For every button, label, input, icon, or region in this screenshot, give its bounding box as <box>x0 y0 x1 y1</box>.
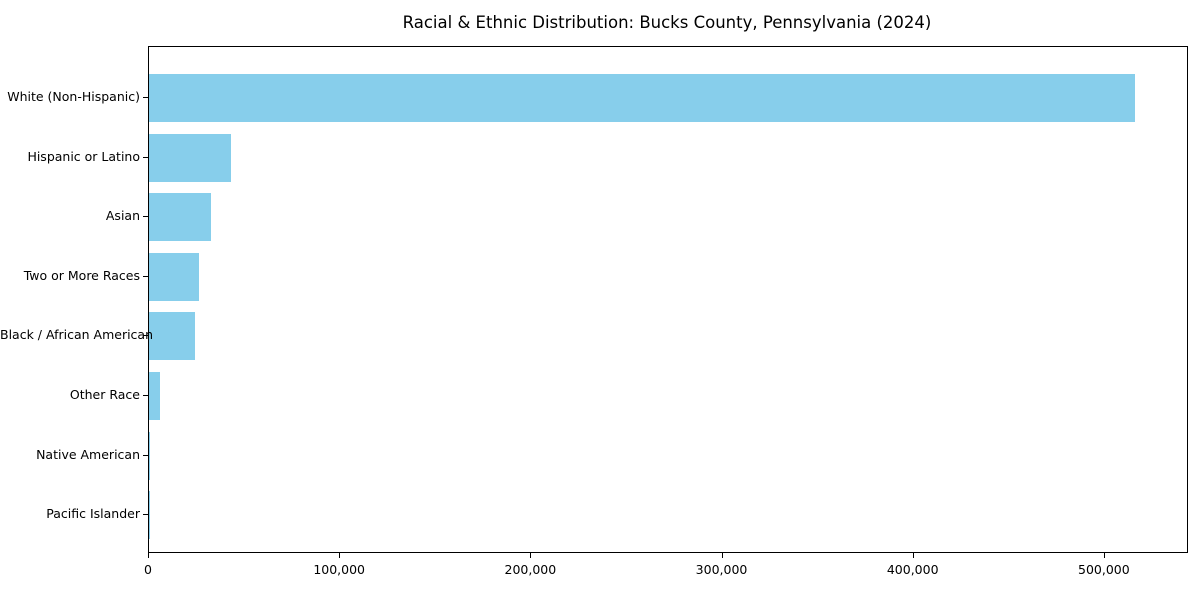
y-tick-mark <box>143 395 148 396</box>
y-tick-mark <box>143 216 148 218</box>
y-tick-mark <box>143 335 148 337</box>
x-tick-label: 0 <box>144 562 152 577</box>
x-tick-label: 400,000 <box>886 562 939 577</box>
x-tick-mark <box>1103 553 1105 558</box>
bar-native-american <box>149 431 151 480</box>
x-tick-mark <box>721 553 723 558</box>
y-tick-label: Native American <box>36 446 140 462</box>
plot-area <box>148 46 1188 553</box>
y-tick-label: Other Race <box>69 387 140 402</box>
x-tick-label: 100,000 <box>313 562 366 577</box>
bar-black-african-american <box>149 312 195 361</box>
y-tick-label: Pacific Islander <box>46 506 140 522</box>
y-tick-mark <box>143 454 148 456</box>
y-tick-mark <box>143 275 148 277</box>
y-tick-mark <box>143 156 148 158</box>
x-tick-label: 200,000 <box>504 562 557 577</box>
x-tick-mark <box>339 553 341 558</box>
y-tick-mark <box>143 97 148 98</box>
bar-two-or-more-races <box>149 252 199 301</box>
bar-hispanic-or-latino <box>149 133 232 182</box>
x-tick-label: 300,000 <box>695 562 748 577</box>
bar-other-race <box>149 372 161 420</box>
y-tick-label: Asian <box>105 208 140 224</box>
bar-asian <box>149 193 211 242</box>
y-tick-label: Hispanic or Latino <box>27 148 140 164</box>
y-tick-label: White (Non-Hispanic) <box>7 89 140 104</box>
chart-title: Racial & Ethnic Distribution: Bucks Coun… <box>402 13 932 32</box>
y-tick-label: Black / African American <box>0 327 154 343</box>
x-tick-mark <box>148 553 149 558</box>
x-tick-mark <box>912 553 914 558</box>
bar-white-non-hispanic <box>149 74 1136 122</box>
x-tick-mark <box>530 553 532 558</box>
y-tick-mark <box>143 514 148 516</box>
y-tick-label: Two or More Races <box>23 267 140 283</box>
x-tick-label: 500,000 <box>1078 562 1130 577</box>
